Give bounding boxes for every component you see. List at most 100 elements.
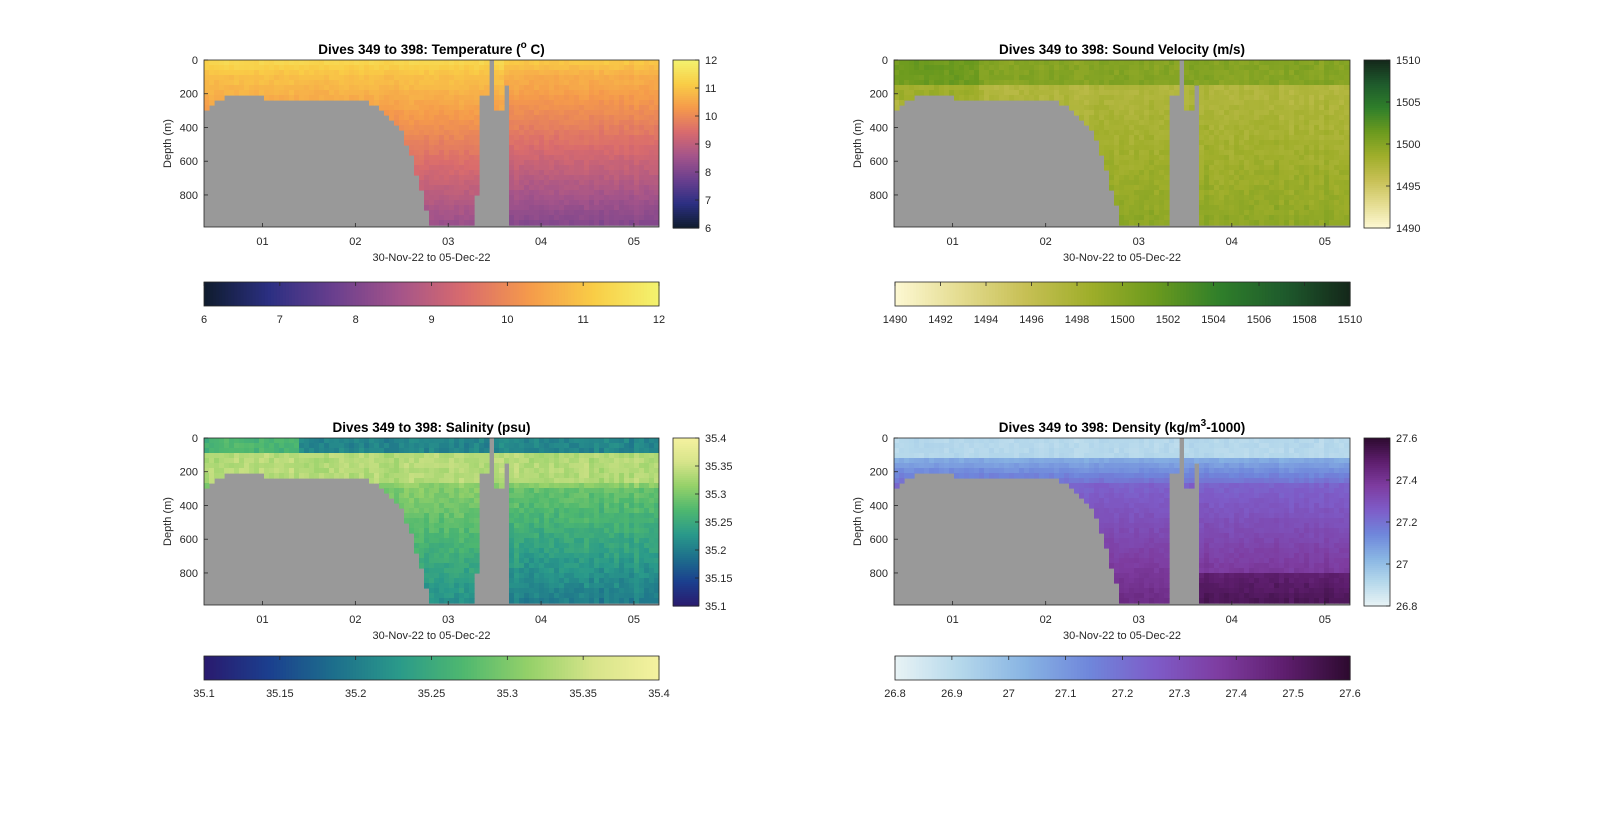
heatmap-cell bbox=[219, 95, 225, 101]
heatmap-cell bbox=[1214, 70, 1220, 76]
heatmap-cell bbox=[454, 130, 460, 136]
heatmap-cell bbox=[1249, 115, 1255, 121]
heatmap-cell bbox=[1269, 180, 1275, 186]
heatmap-cell bbox=[429, 155, 435, 161]
heatmap-cell bbox=[324, 90, 330, 96]
colorbar-swatch bbox=[1240, 282, 1245, 306]
heatmap-cell bbox=[579, 115, 585, 121]
heatmap-cell bbox=[1274, 80, 1280, 86]
heatmap-cell bbox=[1159, 70, 1165, 76]
heatmap-cell bbox=[1159, 195, 1165, 201]
heatmap-cell bbox=[419, 75, 425, 81]
heatmap-cell bbox=[1289, 220, 1295, 226]
heatmap-cell bbox=[574, 120, 580, 126]
heatmap-cell bbox=[909, 95, 915, 101]
heatmap-cell bbox=[594, 125, 600, 131]
heatmap-cell bbox=[344, 443, 350, 449]
heatmap-cell bbox=[534, 100, 540, 106]
colorbar-swatch bbox=[1310, 282, 1315, 306]
heatmap-cell bbox=[1224, 135, 1230, 141]
heatmap-cell bbox=[434, 443, 440, 449]
heatmap-cell bbox=[964, 80, 970, 86]
heatmap-cell bbox=[1269, 135, 1275, 141]
heatmap-cell bbox=[1139, 85, 1145, 91]
heatmap-cell bbox=[1249, 75, 1255, 81]
heatmap-cell bbox=[649, 155, 655, 161]
heatmap-cell bbox=[274, 75, 280, 81]
heatmap-cell bbox=[424, 120, 430, 126]
heatmap-cell bbox=[1134, 115, 1140, 121]
heatmap-cell bbox=[919, 85, 925, 91]
heatmap-cell bbox=[569, 110, 575, 116]
heatmap-cell bbox=[299, 95, 305, 101]
heatmap-cell bbox=[894, 100, 900, 106]
heatmap-cell bbox=[424, 453, 430, 459]
heatmap-cell bbox=[399, 453, 405, 459]
heatmap-cell bbox=[1284, 65, 1290, 71]
heatmap-cell bbox=[239, 70, 245, 76]
heatmap-cell bbox=[549, 135, 555, 141]
heatmap-cell bbox=[409, 70, 415, 76]
heatmap-cell bbox=[1229, 205, 1235, 211]
heatmap-cell bbox=[469, 528, 475, 534]
colorbar-swatch bbox=[501, 282, 505, 306]
heatmap-cell bbox=[1209, 120, 1215, 126]
heatmap-cell bbox=[1344, 210, 1350, 216]
colorbar-swatch bbox=[1283, 282, 1287, 306]
heatmap-cell bbox=[1214, 215, 1220, 221]
heatmap-cell bbox=[529, 150, 535, 156]
heatmap-cell bbox=[464, 548, 470, 554]
heatmap-cell bbox=[329, 75, 335, 81]
heatmap-cell bbox=[569, 75, 575, 81]
heatmap-cell bbox=[1319, 140, 1325, 146]
heatmap-cell bbox=[994, 60, 1000, 66]
heatmap-cell bbox=[429, 140, 435, 146]
heatmap-cell bbox=[544, 105, 550, 111]
heatmap-cell bbox=[374, 60, 380, 66]
heatmap-cell bbox=[529, 135, 535, 141]
heatmap-cell bbox=[1079, 95, 1085, 101]
heatmap-cell bbox=[1349, 215, 1350, 221]
heatmap-cell bbox=[434, 115, 440, 121]
colorbar-swatch bbox=[1319, 282, 1324, 306]
heatmap-cell bbox=[569, 95, 575, 101]
heatmap-cell bbox=[474, 85, 480, 91]
heatmap-cell bbox=[294, 443, 300, 449]
heatmap-cell bbox=[399, 498, 405, 504]
colorbar-swatch bbox=[1322, 282, 1327, 306]
heatmap-cell bbox=[409, 448, 415, 454]
heatmap-cell bbox=[599, 205, 605, 211]
heatmap-cell bbox=[299, 80, 305, 86]
heatmap-cell bbox=[1269, 75, 1275, 81]
colorbar-swatch bbox=[470, 282, 475, 306]
heatmap-cell bbox=[434, 95, 440, 101]
heatmap-cell bbox=[434, 175, 440, 181]
heatmap-cell bbox=[1254, 145, 1260, 151]
heatmap-cell bbox=[534, 90, 540, 96]
heatmap-cell bbox=[1164, 155, 1170, 161]
heatmap-cell bbox=[279, 75, 285, 81]
heatmap-cell bbox=[444, 448, 450, 454]
heatmap-cell bbox=[1314, 105, 1320, 111]
colorbar-tick-label: 6 bbox=[705, 223, 711, 235]
heatmap-cell bbox=[399, 110, 405, 116]
colorbar-swatch bbox=[673, 138, 699, 141]
heatmap-cell bbox=[1329, 125, 1335, 131]
heatmap-cell bbox=[1199, 190, 1205, 196]
heatmap-cell bbox=[1239, 115, 1245, 121]
heatmap-cell bbox=[1209, 185, 1215, 191]
heatmap-cell bbox=[604, 65, 610, 71]
heatmap-cell bbox=[1159, 145, 1165, 151]
heatmap-cell bbox=[364, 453, 370, 459]
heatmap-cell bbox=[654, 205, 659, 211]
heatmap-cell bbox=[1144, 220, 1150, 226]
heatmap-cell bbox=[569, 105, 575, 111]
heatmap-cell bbox=[414, 533, 420, 539]
heatmap-cell bbox=[1219, 160, 1225, 166]
heatmap-cell bbox=[1229, 65, 1235, 71]
heatmap-cell bbox=[574, 135, 580, 141]
colorbar-swatch bbox=[392, 282, 396, 306]
heatmap-cell bbox=[1254, 85, 1260, 91]
colorbar-swatch bbox=[673, 170, 699, 173]
